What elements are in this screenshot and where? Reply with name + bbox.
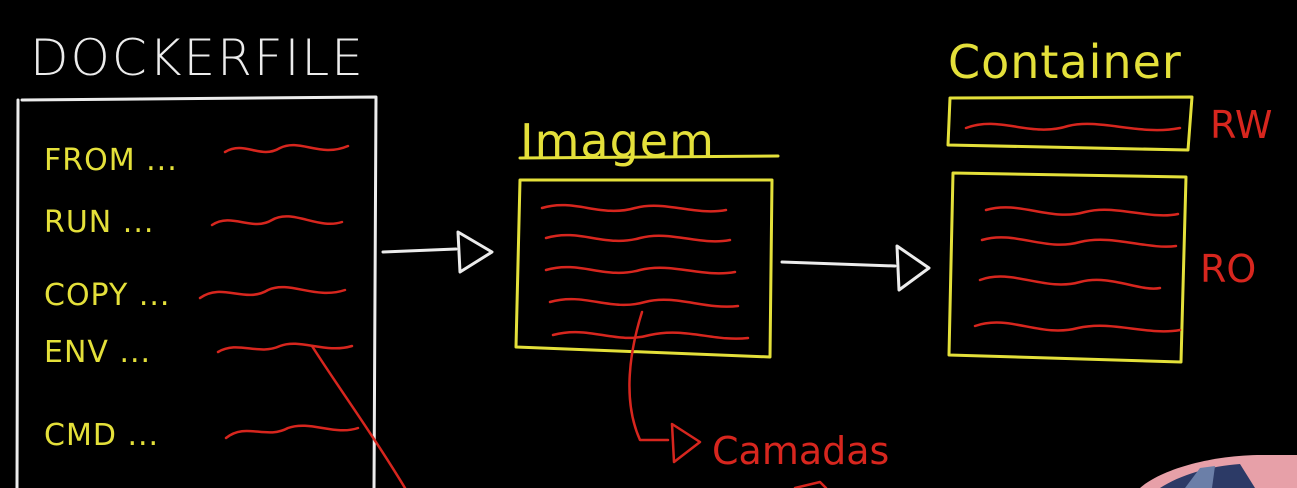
container-ro-layers: [973, 206, 1182, 333]
instruction-cmd: CMD ...: [44, 418, 159, 453]
instruction-env: ENV ...: [44, 335, 151, 370]
image-box: [514, 178, 774, 359]
image-title: Imagem: [520, 114, 715, 168]
squiggle-from: [223, 143, 350, 154]
dockerfile-box: [15, 95, 378, 488]
squiggle-env: [216, 342, 354, 354]
arrow-dockerfile-to-image: [381, 230, 494, 274]
env-pointer-line: [310, 344, 407, 488]
squiggle-cmd: [224, 424, 360, 440]
container-title: Container: [948, 35, 1182, 89]
squiggle-copy: [198, 285, 347, 300]
webcam-overlay: [1140, 455, 1297, 488]
container-ro-box: [947, 171, 1188, 364]
layers-label: Camadas: [712, 429, 889, 473]
layers-pointer-arrowhead: [670, 422, 702, 464]
squiggle-run: [210, 215, 344, 227]
container-ro-layer-4: [973, 321, 1182, 333]
rw-label: RW: [1210, 103, 1272, 147]
image-layer-2: [544, 233, 732, 243]
container-ro-layer-2: [980, 236, 1178, 248]
image-layer-5: [551, 330, 750, 340]
dockerfile-title: DOCKERFILE: [30, 29, 365, 87]
image-title-underline: [518, 154, 780, 160]
container-ro-layer-1: [984, 206, 1180, 217]
arrow-image-to-container: [780, 244, 931, 292]
container-rw-layer: [964, 122, 1182, 132]
instruction-copy: COPY ...: [44, 278, 170, 313]
container-rw-box: [946, 95, 1194, 152]
image-layer-1: [540, 203, 728, 213]
ro-label: RO: [1200, 247, 1256, 291]
image-layer-3: [544, 265, 737, 275]
instruction-run: RUN ...: [44, 205, 154, 240]
partial-red-mark: [793, 480, 828, 488]
image-layers: [540, 203, 750, 464]
image-layer-4: [548, 297, 740, 308]
instruction-squiggles: [198, 143, 407, 488]
dockerfile-instructions: FROM ... RUN ... COPY ... ENV ... CMD ..…: [44, 143, 178, 453]
container-ro-layer-3: [978, 275, 1162, 290]
layers-pointer-line: [628, 310, 670, 442]
instruction-from: FROM ...: [44, 143, 178, 178]
